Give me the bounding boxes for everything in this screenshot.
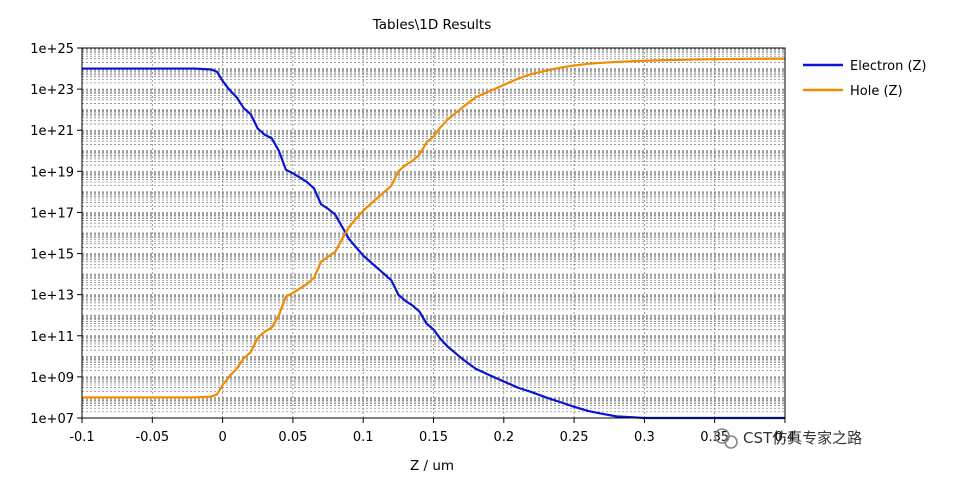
- legend: Electron (Z) Hole (Z): [803, 59, 927, 99]
- x-tick-label: 0.25: [560, 430, 589, 445]
- watermark-text: CST仿真专家之路: [743, 429, 862, 447]
- legend-label: Electron (Z): [850, 59, 927, 74]
- y-tick-label: 1e+25: [30, 42, 74, 57]
- y-tick-label: 1e+19: [30, 165, 74, 180]
- y-tick-label: 1e+07: [30, 412, 74, 427]
- watermark: CST仿真专家之路: [714, 428, 862, 449]
- wechat-icon: [714, 428, 738, 449]
- x-tick-label: 0.15: [419, 430, 448, 445]
- y-tick-label: 1e+17: [30, 206, 74, 221]
- y-tick-label: 1e+15: [30, 248, 74, 263]
- x-axis-ticks: -0.1 -0.05 0 0.05 0.1 0.15 0.2 0.25 0.3 0.35 0.4: [69, 418, 795, 445]
- chart-title: Tables\1D Results: [372, 17, 492, 33]
- x-tick-label: -0.1: [69, 430, 94, 445]
- x-tick-label: 0.05: [278, 430, 307, 445]
- x-tick-label: 0.1: [353, 430, 374, 445]
- y-axis-ticks: 1e+25 1e+23 1e+21 1e+19 1e+17 1e+15 1e+13 1e+11…: [30, 42, 82, 427]
- y-tick-label: 1e+21: [30, 124, 74, 139]
- y-tick-label: 1e+09: [30, 371, 74, 386]
- x-tick-label: -0.05: [135, 430, 169, 445]
- x-axis-label: Z / um: [410, 458, 454, 474]
- y-tick-label: 1e+13: [30, 289, 74, 304]
- plot-area: [81, 47, 786, 420]
- x-tick-label: 0.3: [634, 430, 655, 445]
- series-line-electron: [82, 67, 785, 420]
- legend-label: Hole (Z): [850, 84, 903, 99]
- y-tick-label: 1e+11: [30, 330, 74, 345]
- x-tick-label: 0: [218, 430, 226, 445]
- x-tick-label: 0.4: [775, 430, 796, 445]
- grid-lines: [82, 48, 785, 418]
- y-tick-label: 1e+23: [30, 83, 74, 98]
- x-tick-label: 0.2: [493, 430, 514, 445]
- series-layer: [82, 57, 786, 420]
- series-line-hole: [82, 57, 786, 399]
